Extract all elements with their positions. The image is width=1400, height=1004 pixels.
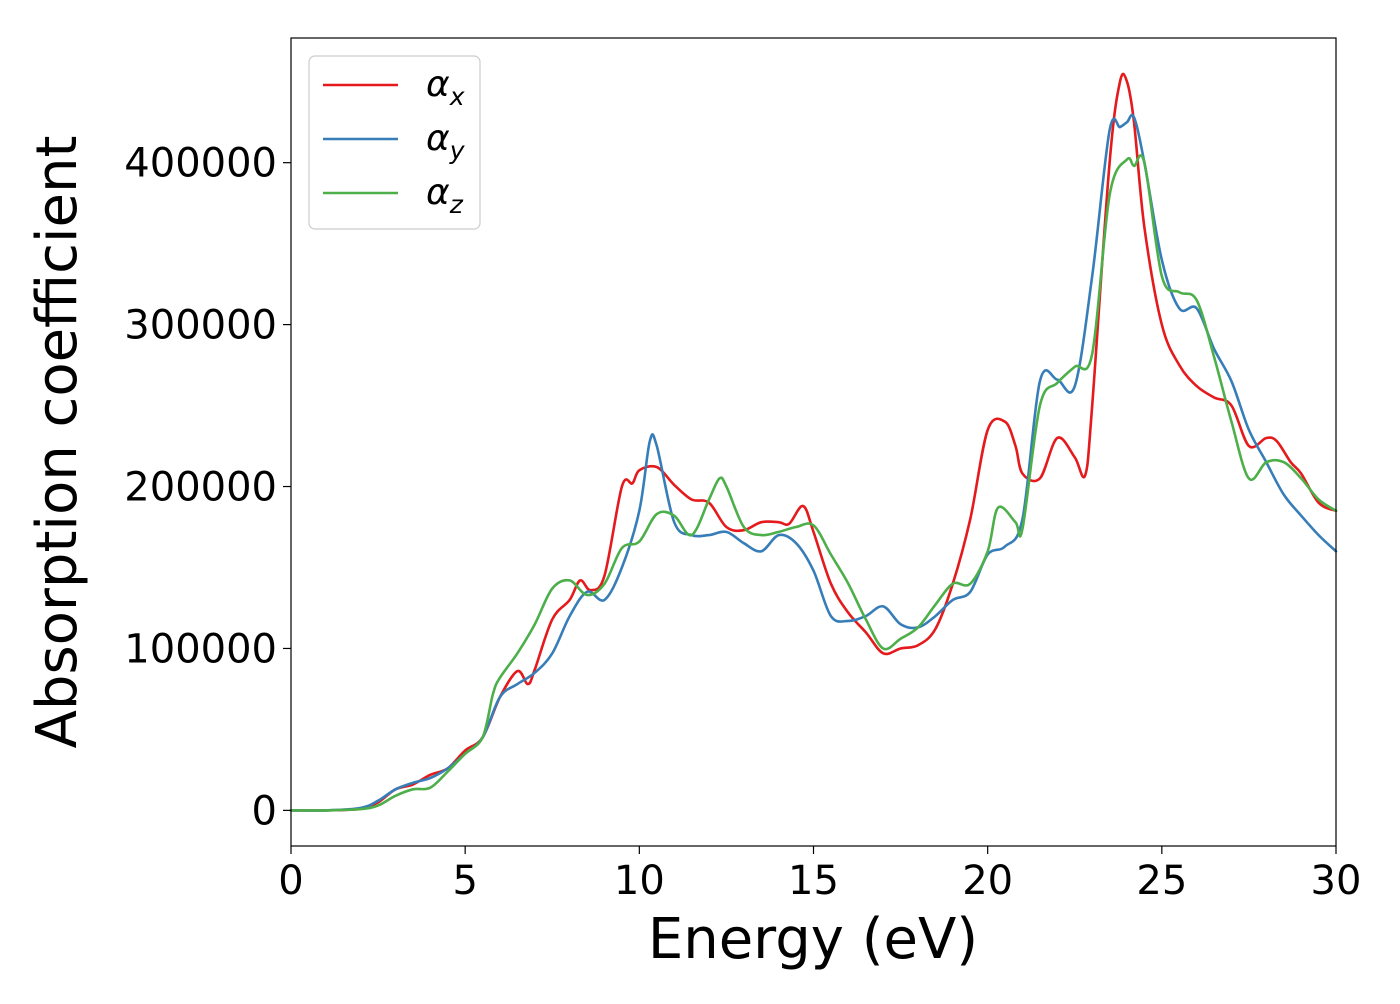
y-tick-label: 300000 <box>124 303 277 349</box>
y-tick-label: 400000 <box>124 141 277 187</box>
x-tick-label: 20 <box>962 858 1013 904</box>
y-axis: 0 100000 200000 300000 400000 <box>124 141 291 834</box>
y-tick-label: 100000 <box>124 626 277 672</box>
x-tick-label: 30 <box>1311 858 1362 904</box>
legend-box <box>308 55 481 230</box>
y-tick-label: 0 <box>252 788 277 834</box>
series-layer <box>289 72 1338 812</box>
x-tick-label: 0 <box>278 858 303 904</box>
series-line-alpha-y <box>289 113 1338 812</box>
x-tick-label: 10 <box>614 858 665 904</box>
y-axis-title: Absorption coefficient <box>25 136 90 749</box>
series-line-alpha-z <box>289 154 1338 812</box>
x-tick-label: 25 <box>1136 858 1187 904</box>
x-axis: 0 5 10 15 20 25 30 <box>278 846 1361 904</box>
x-tick-label: 15 <box>788 858 839 904</box>
x-tick-label: 5 <box>452 858 477 904</box>
y-tick-label: 200000 <box>124 465 277 511</box>
x-axis-title: Energy (eV) <box>648 907 978 972</box>
